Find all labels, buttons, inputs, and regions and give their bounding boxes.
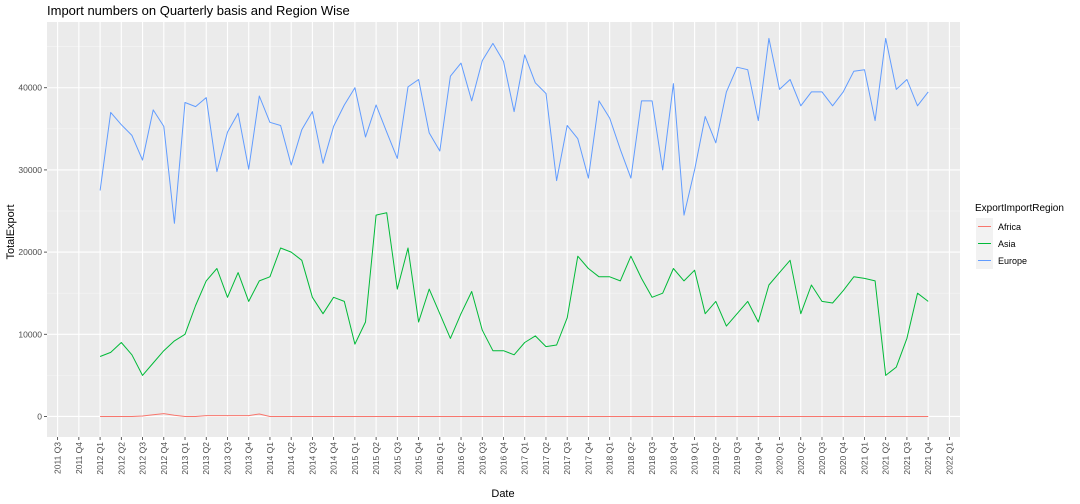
x-tick-label: 2019 Q2 [711, 442, 721, 475]
x-tick-label: 2018 Q3 [647, 442, 657, 475]
y-tick-label: 0 [37, 411, 42, 421]
legend: ExportImportRegion Africa Asia Europe [975, 203, 1064, 269]
chart-title: Import numbers on Quarterly basis and Re… [47, 3, 350, 18]
x-tick-label: 2020 Q1 [775, 442, 785, 475]
y-tick-label: 10000 [18, 329, 42, 339]
x-tick-label: 2014 Q3 [307, 442, 317, 475]
x-tick-label: 2021 Q3 [902, 442, 912, 475]
x-tick-label: 2013 Q3 [222, 442, 232, 475]
x-tick-label: 2019 Q4 [753, 442, 763, 475]
series-line-africa [100, 413, 929, 417]
x-tick-label: 2020 Q3 [817, 442, 827, 475]
x-tick-label: 2017 Q4 [583, 442, 593, 475]
x-tick-label: 2013 Q1 [180, 442, 190, 475]
x-tick-label: 2017 Q1 [520, 442, 530, 475]
x-tick-label: 2012 Q2 [116, 442, 126, 475]
series-line-europe [99, 37, 929, 224]
x-tick-label: 2019 Q3 [732, 442, 742, 475]
x-tick-label: 2014 Q2 [286, 442, 296, 475]
x-axis-title: Date [491, 488, 514, 500]
x-tick-label: 2016 Q2 [456, 442, 466, 475]
legend-label-africa: Africa [998, 222, 1021, 232]
x-tick-label: 2014 Q1 [265, 442, 275, 475]
x-tick-label: 2016 Q1 [435, 442, 445, 475]
x-tick-label: 2016 Q3 [477, 442, 487, 475]
x-tick-label: 2021 Q2 [881, 442, 891, 475]
x-tick-label: 2012 Q1 [95, 442, 105, 475]
y-axis-title: TotalExport [5, 204, 17, 259]
x-tick-label: 2018 Q1 [605, 442, 615, 475]
y-tick-label: 20000 [18, 247, 42, 257]
x-tick-label: 2020 Q2 [796, 442, 806, 475]
legend-label-asia: Asia [998, 239, 1016, 249]
x-tick-label: 2016 Q4 [499, 442, 509, 475]
x-tick-label: 2014 Q4 [329, 442, 339, 475]
x-tick-label: 2012 Q4 [159, 442, 169, 475]
x-tick-label: 2017 Q3 [562, 442, 572, 475]
y-tick-label: 40000 [18, 83, 42, 93]
legend-title: ExportImportRegion [975, 203, 1064, 214]
y-tick-label: 30000 [18, 165, 42, 175]
x-tick-label: 2012 Q3 [138, 442, 148, 475]
x-tick-label: 2013 Q2 [201, 442, 211, 475]
x-tick-label: 2015 Q1 [350, 442, 360, 475]
x-tick-label: 2021 Q1 [859, 442, 869, 475]
x-tick-label: 2021 Q4 [923, 442, 933, 475]
series-line-asia [99, 212, 929, 376]
x-tick-label: 2011 Q3 [53, 442, 63, 474]
x-tick-label: 2018 Q2 [626, 442, 636, 475]
x-tick-label: 2018 Q4 [668, 442, 678, 475]
x-tick-label: 2022 Q1 [944, 442, 954, 475]
x-tick-label: 2011 Q4 [74, 442, 84, 474]
x-tick-label: 2015 Q4 [414, 442, 424, 475]
x-tick-label: 2013 Q4 [244, 442, 254, 475]
x-tick-label: 2017 Q2 [541, 442, 551, 475]
x-tick-label: 2019 Q1 [690, 442, 700, 475]
x-tick-label: 2020 Q4 [838, 442, 848, 475]
x-tick-label: 2015 Q3 [392, 442, 402, 475]
x-tick-label: 2015 Q2 [371, 442, 381, 475]
legend-label-europe: Europe [998, 256, 1027, 266]
